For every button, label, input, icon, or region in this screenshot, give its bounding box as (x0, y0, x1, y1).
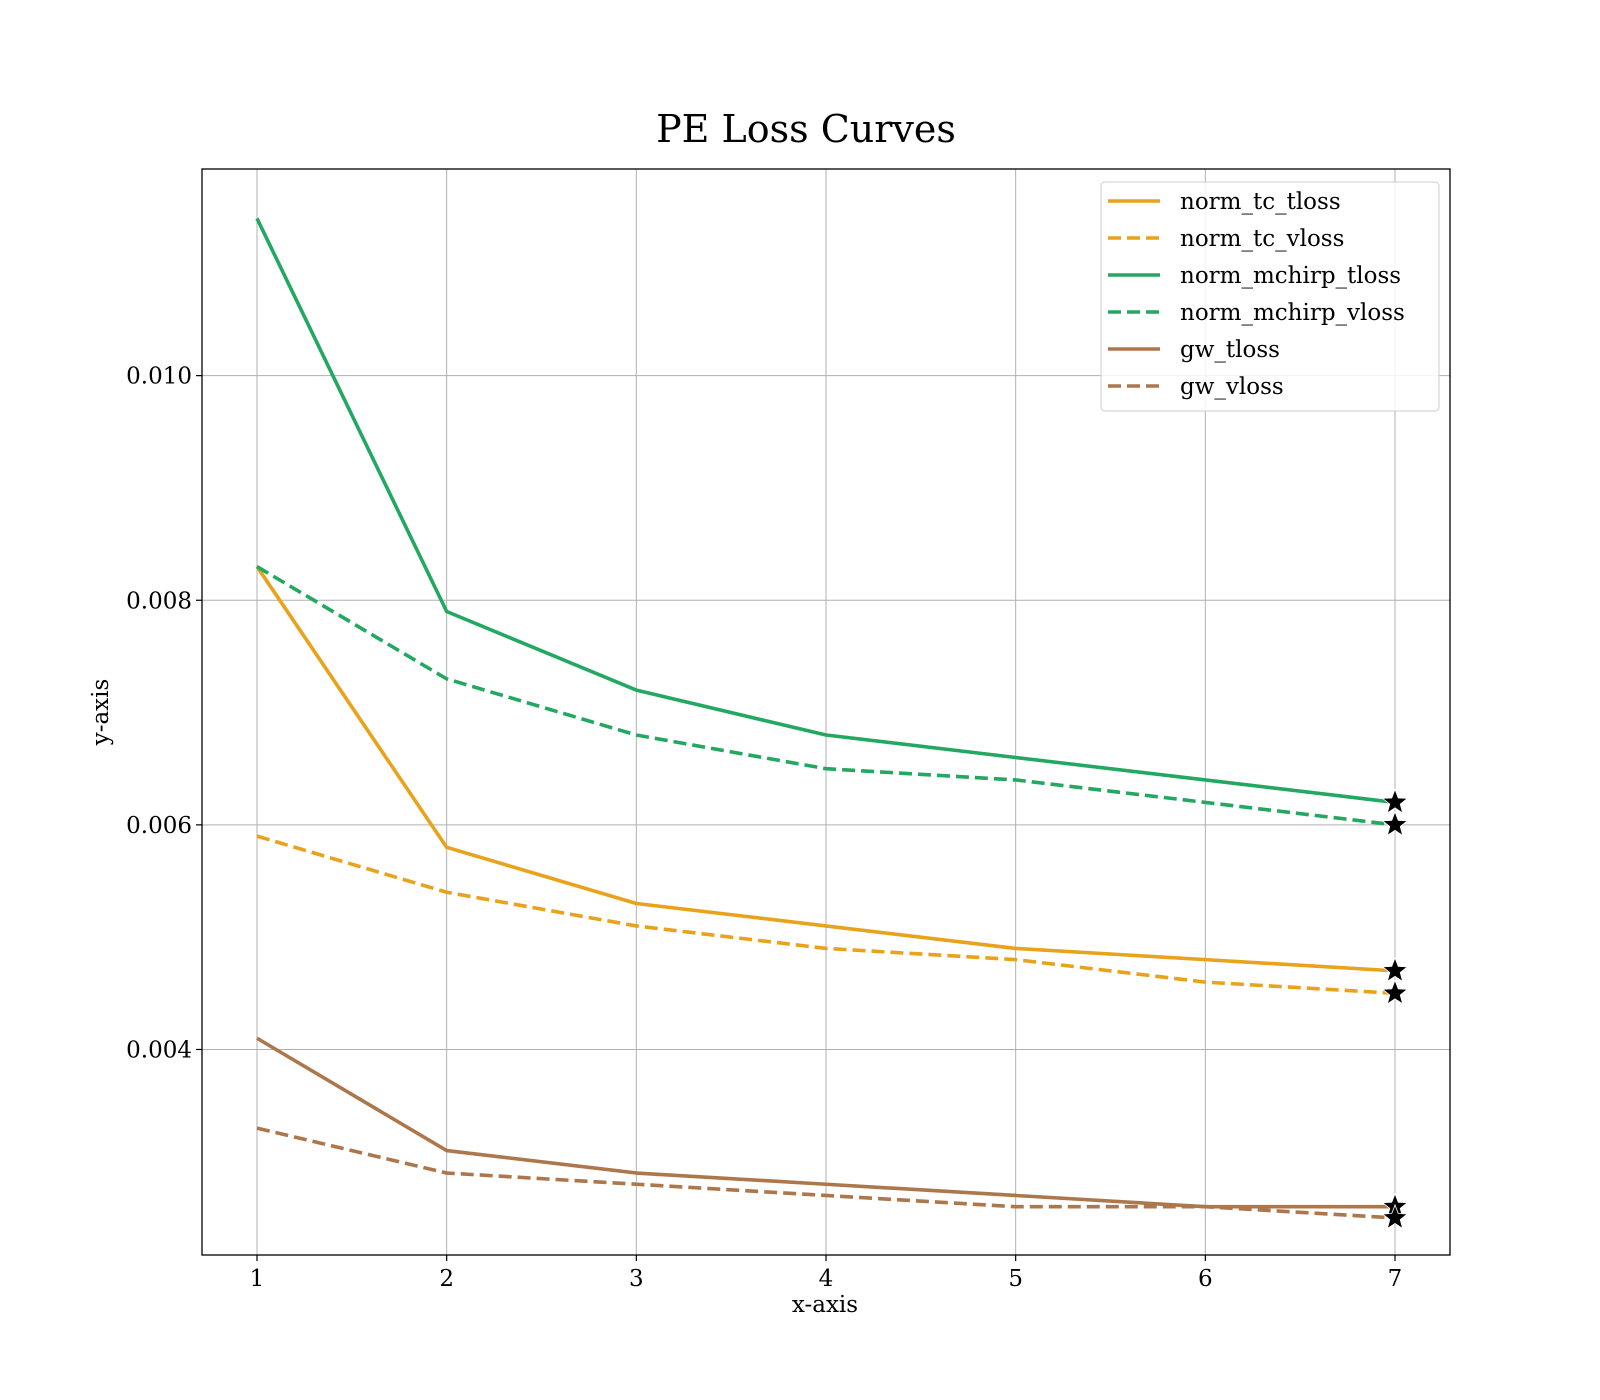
legend-label: norm_mchirp_vloss (1180, 300, 1405, 326)
x-axis-label: x-axis (792, 1292, 858, 1318)
end-star-marker (1381, 956, 1409, 983)
y-tick-label: 0.008 (126, 588, 192, 614)
legend-label: gw_tloss (1180, 337, 1280, 363)
x-tick-label: 4 (819, 1266, 834, 1292)
x-axis-ticks: 1 2 3 4 5 6 7 (250, 1255, 1403, 1292)
y-tick-label: 0.006 (126, 813, 192, 839)
y-axis-label: y-axis (88, 679, 114, 747)
x-tick-label: 7 (1388, 1266, 1403, 1292)
end-markers (1381, 788, 1409, 1230)
legend-box (1100, 181, 1440, 412)
y-tick-label: 0.010 (126, 364, 192, 390)
end-star-marker (1381, 788, 1409, 814)
legend: norm_tc_tloss norm_tc_vloss norm_mchirp_tl… (1100, 181, 1440, 412)
legend-label: gw_vloss (1180, 374, 1284, 400)
x-tick-label: 6 (1198, 1266, 1213, 1292)
x-tick-label: 2 (439, 1266, 454, 1292)
legend-label: norm_tc_vloss (1180, 226, 1344, 252)
x-tick-label: 1 (250, 1266, 265, 1292)
legend-label: norm_mchirp_tloss (1180, 263, 1401, 289)
legend-label: norm_tc_tloss (1180, 189, 1341, 215)
y-axis-ticks: 0.004 0.006 0.008 0.010 (126, 364, 202, 1063)
end-star-marker (1381, 979, 1409, 1005)
chart-title: PE Loss Curves (656, 107, 956, 151)
y-tick-label: 0.004 (126, 1037, 192, 1063)
x-tick-label: 3 (629, 1266, 644, 1292)
end-star-marker (1381, 810, 1409, 837)
end-star-marker (1381, 1203, 1409, 1230)
x-tick-label: 5 (1008, 1266, 1023, 1292)
series-layer (255, 217, 1396, 1220)
